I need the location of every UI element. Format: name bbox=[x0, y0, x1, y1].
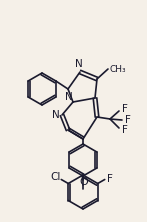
Text: Cl: Cl bbox=[50, 172, 60, 182]
Text: F: F bbox=[125, 115, 131, 125]
Text: N: N bbox=[52, 110, 60, 120]
Text: N: N bbox=[75, 59, 83, 69]
Text: CH₃: CH₃ bbox=[110, 65, 127, 73]
Text: O: O bbox=[80, 177, 88, 187]
Text: F: F bbox=[107, 174, 113, 184]
Text: F: F bbox=[122, 125, 128, 135]
Text: N: N bbox=[65, 92, 73, 102]
Text: F: F bbox=[122, 104, 128, 114]
